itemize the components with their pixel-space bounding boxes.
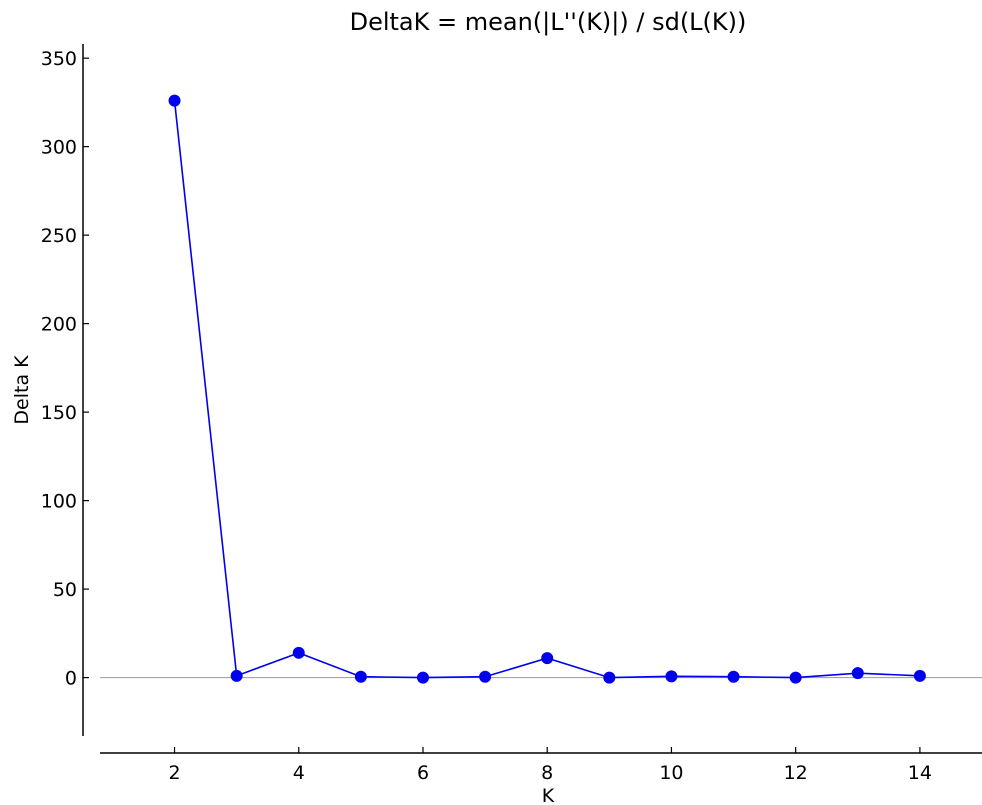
data-point [603, 671, 616, 684]
data-point [479, 670, 492, 683]
series-layer [168, 94, 926, 684]
x-tick-label: 6 [417, 762, 429, 784]
x-tick-label: 2 [168, 762, 180, 784]
data-point [727, 670, 740, 683]
data-point [789, 671, 802, 684]
x-tick-label: 4 [293, 762, 305, 784]
y-tick-label: 150 [41, 402, 77, 424]
y-tick-label: 250 [41, 225, 77, 247]
y-tick-label: 50 [53, 579, 77, 601]
y-tick-label: 0 [65, 668, 77, 690]
x-tick-label: 8 [541, 762, 553, 784]
x-tick-label: 14 [908, 762, 932, 784]
chart-title: DeltaK = mean(|L''(K)|) / sd(L(K)) [350, 8, 747, 36]
y-axis-title: Delta K [11, 355, 33, 425]
data-point [230, 669, 243, 682]
data-point [292, 646, 305, 659]
data-point [354, 670, 367, 683]
x-axis-title: K [542, 785, 555, 805]
data-point [541, 652, 554, 665]
y-tick-label: 100 [41, 491, 77, 513]
y-tick-label: 200 [41, 314, 77, 336]
data-point [851, 667, 864, 680]
x-tick-label: 12 [784, 762, 808, 784]
axes: 0 50 100 150 200 250 300 350 2 4 6 8 10 12 14 [41, 44, 982, 784]
data-point [913, 669, 926, 682]
y-tick-label: 350 [41, 48, 77, 70]
data-point [665, 670, 678, 683]
data-point [416, 671, 429, 684]
y-tick-label: 300 [41, 137, 77, 159]
series-line [173, 100, 920, 679]
data-point [168, 94, 181, 107]
x-tick-label: 10 [659, 762, 683, 784]
